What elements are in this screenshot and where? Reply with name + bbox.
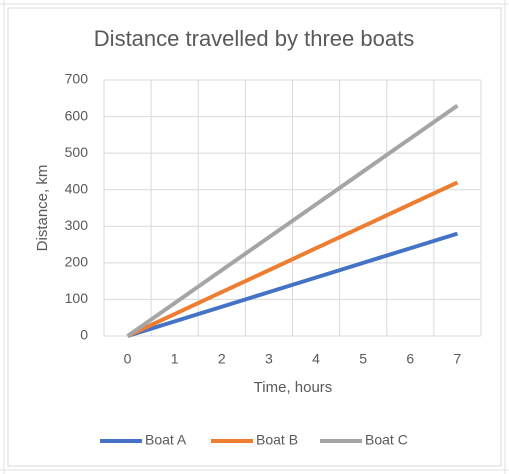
y-tick-label: 700 [65, 71, 89, 87]
chart-area [7, 7, 502, 467]
x-tick-label: 1 [171, 351, 179, 367]
y-tick-label: 200 [65, 254, 89, 270]
x-tick-label: 4 [312, 351, 320, 367]
series-line [126, 231, 459, 338]
y-tick-label: 500 [65, 144, 89, 160]
x-tick-label: 7 [454, 351, 462, 367]
series-line [126, 103, 459, 338]
x-tick-label: 2 [218, 351, 226, 367]
y-tick-label: 0 [80, 327, 88, 343]
y-tick-label: 100 [65, 290, 89, 306]
x-axis-title: Time, hours [254, 379, 333, 396]
series-line [126, 180, 459, 338]
legend-label: Boat A [145, 432, 187, 448]
y-tick-label: 400 [65, 180, 89, 196]
legend-label: Boat C [365, 432, 408, 448]
y-tick-label: 300 [65, 217, 89, 233]
legend-label: Boat B [256, 432, 298, 448]
x-tick-label: 3 [265, 351, 273, 367]
chart-title: Distance travelled by three boats [94, 26, 414, 51]
y-tick-label: 600 [65, 107, 89, 123]
y-axis-title: Distance, km [34, 165, 51, 252]
x-tick-label: 6 [406, 351, 414, 367]
x-tick-label: 0 [124, 351, 132, 367]
x-tick-label: 5 [359, 351, 367, 367]
